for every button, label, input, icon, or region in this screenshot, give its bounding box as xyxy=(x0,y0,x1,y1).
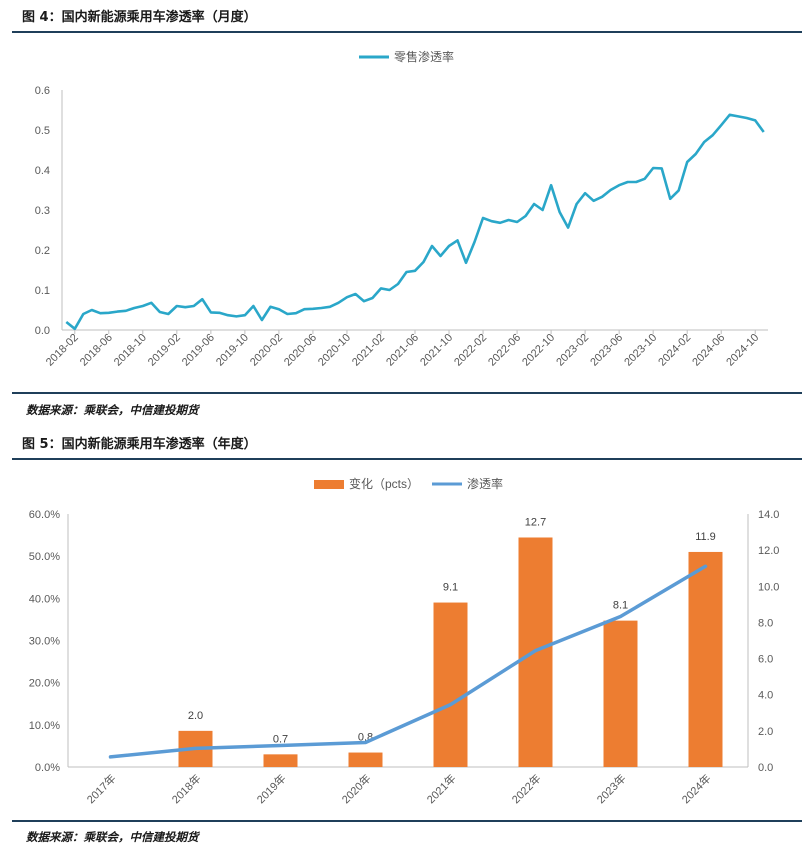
right-y-tick-label: 2.0 xyxy=(758,726,773,738)
x-tick-label: 2018年 xyxy=(169,771,204,806)
bar-change xyxy=(603,620,638,767)
x-tick-label: 2022-06 xyxy=(486,332,523,369)
left-y-tick-label: 50.0% xyxy=(29,551,60,563)
x-tick-label: 2022-10 xyxy=(520,332,557,369)
x-tick-label: 2024-10 xyxy=(724,332,761,369)
left-y-tick-label: 60.0% xyxy=(29,509,60,521)
figure5-title: 图 5：国内新能源乘用车渗透率（年度） xyxy=(22,437,257,452)
x-tick-label: 2019-06 xyxy=(180,332,217,369)
right-y-tick-label: 10.0 xyxy=(758,581,779,593)
y-tick-label: 0.6 xyxy=(35,85,50,97)
annual-penetration-chart: 变化（pcts） 渗透率 0.0% 10.0% 20.0% 30.0% 40.0% 50.0%… xyxy=(29,476,780,806)
bar-change xyxy=(433,602,468,767)
x-tick-label: 2019-02 xyxy=(146,332,183,369)
monthly-penetration-chart: 零售渗透率 0.0 0.1 0.2 0.3 0.4 0.5 0.6 2018-022018-06… xyxy=(35,49,768,369)
right-y-tick-label: 4.0 xyxy=(758,690,773,702)
legend-label-penetration: 渗透率 xyxy=(467,476,503,491)
left-y-tick-label: 0.0% xyxy=(35,762,60,774)
bar-change xyxy=(348,752,383,767)
x-tick-label: 2023年 xyxy=(594,771,629,806)
figure5-bottom-rule xyxy=(12,820,802,822)
x-tick-label: 2019-10 xyxy=(214,332,251,369)
figure4-source: 数据来源：乘联会，中信建投期货 xyxy=(26,403,199,417)
y-tick-label: 0.5 xyxy=(35,125,50,137)
bar-data-label: 0.7 xyxy=(273,733,288,745)
left-y-tick-label: 40.0% xyxy=(29,593,60,605)
x-tick-label: 2023-06 xyxy=(588,332,625,369)
x-tick-label: 2018-10 xyxy=(112,332,149,369)
series-line-penetration xyxy=(108,564,708,759)
y-tick-label: 0.0 xyxy=(35,325,50,337)
right-y-tick-label: 6.0 xyxy=(758,654,773,666)
x-tick-label: 2021年 xyxy=(424,771,459,806)
left-y-tick-label: 30.0% xyxy=(29,636,60,648)
bar-change xyxy=(263,754,298,767)
left-y-tick-label: 10.0% xyxy=(29,720,60,732)
y-tick-label: 0.2 xyxy=(35,245,50,257)
bar-data-label: 2.0 xyxy=(188,710,203,722)
right-y-tick-label: 0.0 xyxy=(758,762,773,774)
x-tick-label: 2024年 xyxy=(679,771,714,806)
x-tick-label: 2024-02 xyxy=(656,332,693,369)
x-tick-label: 2021-10 xyxy=(418,332,455,369)
right-y-tick-label: 8.0 xyxy=(758,617,773,629)
bar-data-label: 9.1 xyxy=(443,582,458,594)
right-y-tick-label: 12.0 xyxy=(758,545,779,557)
bar-data-label: 8.1 xyxy=(613,600,628,612)
x-tick-label: 2023-10 xyxy=(622,332,659,369)
x-tick-label: 2021-02 xyxy=(350,332,387,369)
legend-label-change: 变化（pcts） xyxy=(349,476,419,491)
x-tick-label: 2020-10 xyxy=(316,332,353,369)
x-tick-label: 2021-06 xyxy=(384,332,421,369)
bar-change xyxy=(688,551,723,767)
legend-swatch-change xyxy=(314,480,344,489)
figure4-bottom-rule xyxy=(12,392,802,394)
figure4-top-rule xyxy=(12,31,802,33)
x-tick-label: 2018-06 xyxy=(78,332,115,369)
legend-label-retail: 零售渗透率 xyxy=(394,49,454,64)
x-tick-label: 2023-02 xyxy=(554,332,591,369)
x-tick-label: 2020-02 xyxy=(248,332,285,369)
x-tick-label: 2024-06 xyxy=(690,332,727,369)
x-tick-label: 2020年 xyxy=(339,771,374,806)
y-tick-label: 0.1 xyxy=(35,285,50,297)
figure5-top-rule xyxy=(12,458,802,460)
series-line-retail-penetration xyxy=(65,113,765,331)
y-tick-label: 0.3 xyxy=(35,205,50,217)
figure5-source: 数据来源：乘联会，中信建投期货 xyxy=(26,830,199,844)
right-y-tick-label: 14.0 xyxy=(758,509,779,521)
x-tick-label: 2022年 xyxy=(509,771,544,806)
x-tick-label: 2018-02 xyxy=(44,332,81,369)
bar-data-label: 11.9 xyxy=(695,531,716,543)
x-tick-label: 2019年 xyxy=(254,771,289,806)
figure4-title: 图 4：国内新能源乘用车渗透率（月度） xyxy=(22,10,257,25)
left-y-tick-label: 20.0% xyxy=(29,678,60,690)
x-tick-label: 2017年 xyxy=(84,771,119,806)
x-tick-label: 2020-06 xyxy=(282,332,319,369)
y-tick-label: 0.4 xyxy=(35,165,50,177)
bar-data-label: 12.7 xyxy=(525,516,546,528)
x-tick-label: 2022-02 xyxy=(452,332,489,369)
